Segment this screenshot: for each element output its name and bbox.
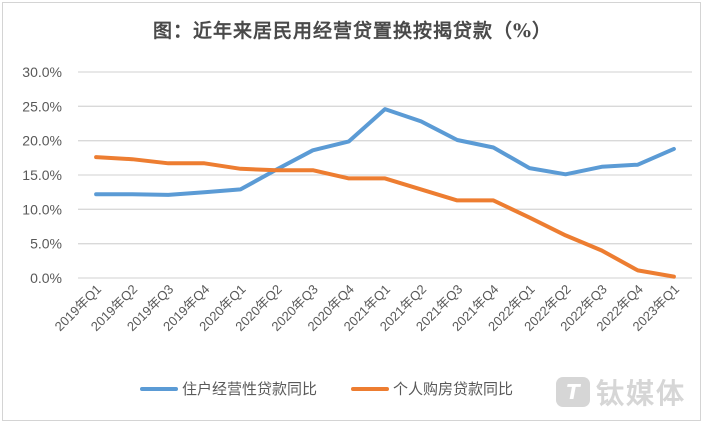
chart-title: 图：近年来居民用经营贷置换按揭贷款（%） [152, 20, 553, 42]
y-tick-label: 25.0% [22, 98, 62, 114]
y-tick-label: 20.0% [22, 133, 62, 149]
legend-label: 住户经营性贷款同比 [182, 380, 318, 398]
y-tick-label: 5.0% [30, 236, 62, 252]
y-tick-label: 15.0% [22, 167, 62, 183]
y-tick-label: 30.0% [22, 64, 62, 80]
series-line-mortgage-loans [94, 155, 676, 279]
y-tick-label: 0.0% [30, 270, 62, 286]
series-line-business-loans [94, 107, 676, 197]
legend-swatch-orange [351, 386, 390, 391]
y-tick-label: 10.0% [22, 201, 62, 217]
legend-swatch-blue [140, 386, 178, 391]
legend-label: 个人购房贷款同比 [393, 380, 514, 398]
chart-legend: 住户经营性贷款同比 个人购房贷款同比 [140, 378, 513, 399]
watermark-text: 钛媒体 [596, 377, 687, 410]
watermark: T 钛媒体 [556, 372, 686, 412]
legend-item-business-loans: 住户经营性贷款同比 [140, 378, 317, 399]
tmtpost-logo-icon: T [556, 377, 590, 407]
legend-item-mortgage-loans: 个人购房贷款同比 [351, 378, 513, 399]
